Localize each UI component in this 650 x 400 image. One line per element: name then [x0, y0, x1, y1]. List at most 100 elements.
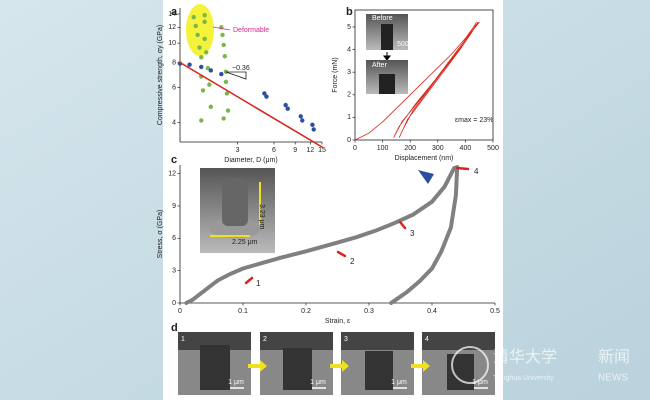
data-point [311, 127, 316, 132]
y-tick-label: 5 [347, 24, 351, 31]
data-line [179, 61, 323, 148]
y-tick-label: 9 [172, 203, 176, 210]
pillar [222, 178, 248, 226]
x-axis-label: Diameter, D (μm) [224, 157, 277, 164]
x-tick-label: 9 [293, 147, 297, 154]
x-tick-label: 15 [318, 147, 326, 154]
watermark-section: 新闻 [598, 348, 630, 366]
x-tick-label: 200 [404, 145, 416, 152]
annotation: 4 [474, 167, 479, 176]
pillar [379, 74, 395, 94]
x-tick-label: 0 [353, 145, 357, 152]
annotation: 3 [410, 229, 415, 238]
data-point [207, 82, 212, 87]
pillar [200, 345, 230, 390]
arrow [455, 166, 470, 171]
sem-top [260, 332, 333, 350]
y-tick-label: 12 [168, 170, 176, 177]
pillar [365, 351, 393, 390]
x-tick-label: 100 [377, 145, 389, 152]
watermark-english: Tsinghua University [493, 375, 554, 382]
arrow [248, 360, 267, 372]
pillar-base [209, 218, 261, 238]
data-point [202, 19, 207, 24]
data-point [197, 45, 202, 50]
pillar [447, 354, 474, 390]
y-tick-label: 4 [347, 46, 351, 53]
annotation: Before [372, 15, 393, 22]
data-point [219, 71, 224, 77]
arrowhead [418, 170, 434, 184]
data-point [285, 106, 290, 111]
scale-bar-label: 1 μm [310, 379, 326, 386]
data-point [200, 88, 206, 93]
data-line [184, 165, 460, 305]
data-point [205, 65, 211, 71]
scale-bar-label: 1 μm [228, 379, 244, 386]
panel-label: b [346, 6, 353, 18]
annotation: 2.25 μm [232, 239, 258, 246]
y-tick-label: 12 [168, 24, 176, 31]
data-point [222, 54, 228, 59]
sem-top [422, 332, 495, 350]
arrow [212, 26, 231, 31]
data-point [187, 62, 192, 67]
scale-bar-label: 1 μm [391, 379, 407, 386]
y-tick-label: 10 [168, 40, 176, 47]
data-point [202, 13, 207, 18]
y-tick-label: 0 [347, 137, 351, 144]
y-tick-label: 8 [172, 59, 176, 66]
data-point [202, 36, 207, 42]
x-axis-label: Displacement (nm) [395, 155, 454, 162]
frame-number: 4 [425, 336, 429, 343]
plot-frame [354, 9, 494, 141]
data-point [199, 55, 204, 60]
logo [451, 346, 489, 384]
y-tick-label: 14 [168, 11, 176, 18]
x-tick-label: 3 [236, 147, 240, 154]
data-point [221, 116, 226, 121]
data-point [221, 42, 226, 48]
x-tick-label: 0.2 [301, 308, 311, 315]
annotation: Deformable [233, 27, 269, 34]
frame-number: 3 [344, 336, 348, 343]
arrow [244, 276, 254, 285]
data-point [223, 79, 229, 85]
arrow [330, 360, 349, 372]
annotation: −0.36 [232, 65, 250, 72]
annotation: After [372, 62, 387, 69]
y-axis-label: Stress, σ (GPa) [157, 210, 164, 259]
y-axis-label: Force (mN) [332, 57, 339, 92]
frame-number: 1 [181, 336, 185, 343]
data-line [389, 165, 460, 305]
data-point [262, 91, 267, 96]
y-tick-label: 3 [172, 268, 176, 275]
panel-label: d [171, 322, 178, 334]
y-tick-label: 1 [347, 114, 351, 121]
arrow [383, 52, 391, 61]
annotation: 2 [350, 257, 355, 266]
data-point [208, 104, 214, 110]
data-point [208, 68, 214, 73]
annotation: 1 [256, 279, 261, 288]
watermark: 清华大学 Tsinghua University 新闻 NEWS [451, 346, 630, 384]
x-axis-label: Strain, ε [325, 318, 350, 325]
arrow [411, 360, 430, 372]
pillar [283, 348, 312, 390]
sem-top [178, 332, 251, 350]
data-point [199, 64, 204, 70]
data-point [283, 102, 288, 108]
data-line [354, 22, 480, 141]
annotation: 500 nm [397, 41, 421, 48]
panel-label: a [171, 6, 178, 18]
x-tick-label: 0 [178, 308, 182, 315]
watermark-section-english: NEWS [598, 373, 628, 384]
data-point [224, 91, 230, 96]
data-point [199, 118, 204, 123]
data-point [204, 50, 209, 55]
data-point [225, 108, 231, 113]
data-point [191, 14, 196, 20]
y-tick-label: 2 [347, 92, 351, 99]
data-point [310, 122, 315, 128]
x-tick-label: 300 [432, 145, 444, 152]
